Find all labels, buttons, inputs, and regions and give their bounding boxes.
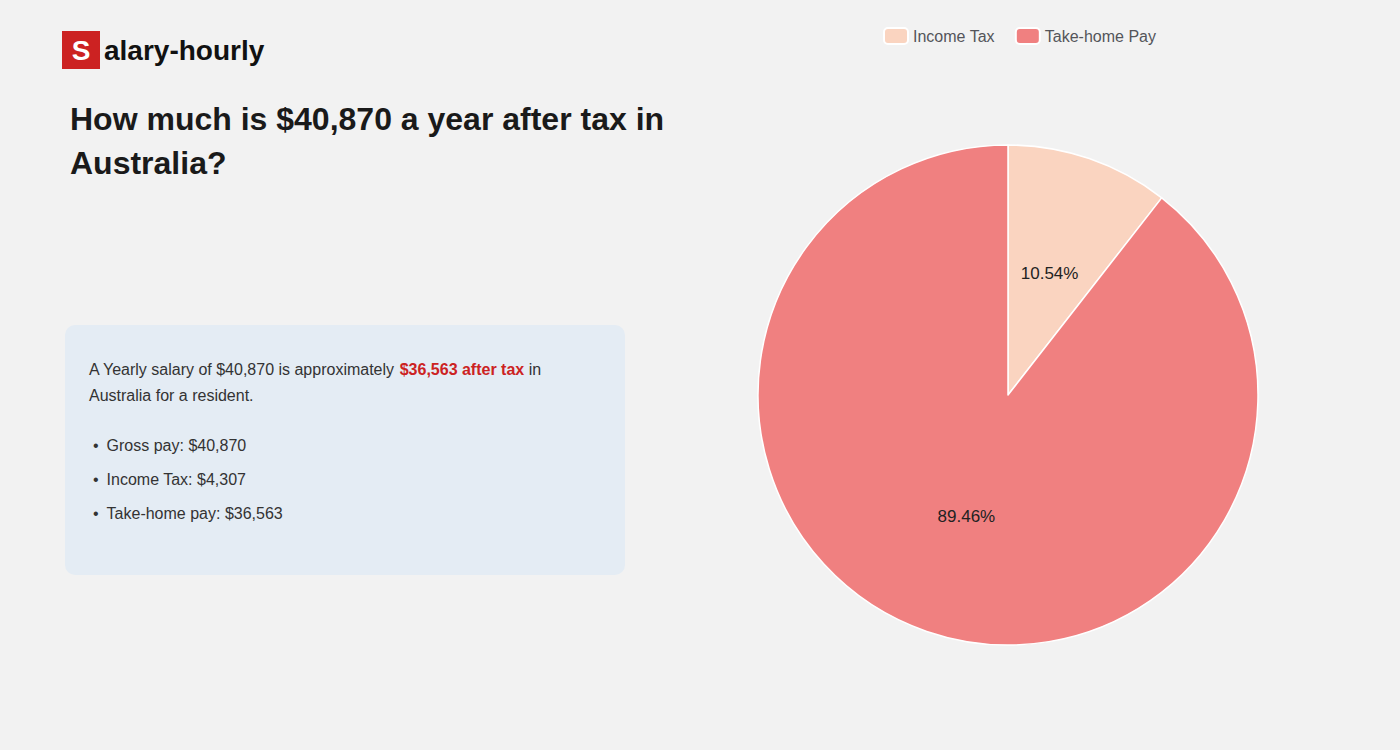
svg-text:•: • xyxy=(93,505,99,522)
svg-text:10.54%: 10.54% xyxy=(1021,264,1079,283)
svg-text:$36,563 after tax: $36,563 after tax xyxy=(400,361,525,378)
svg-text:Income Tax: $4,307: Income Tax: $4,307 xyxy=(107,471,246,488)
svg-text:•: • xyxy=(93,471,99,488)
svg-text:Take-home Pay: Take-home Pay xyxy=(1045,28,1156,45)
svg-text:Take-home pay: $36,563: Take-home pay: $36,563 xyxy=(107,505,283,522)
svg-text:Income Tax: Income Tax xyxy=(913,28,995,45)
svg-text:Gross pay: $40,870: Gross pay: $40,870 xyxy=(107,437,247,454)
svg-text:Australia for a resident.: Australia for a resident. xyxy=(89,387,254,404)
svg-text:89.46%: 89.46% xyxy=(938,507,996,526)
svg-text:S: S xyxy=(72,35,91,66)
svg-text:•: • xyxy=(93,437,99,454)
svg-text:alary-hourly: alary-hourly xyxy=(104,35,265,66)
svg-text:A Yearly salary of $40,870 is: A Yearly salary of $40,870 is approximat… xyxy=(89,361,399,378)
svg-text:How much is $40,870 a year aft: How much is $40,870 a year after tax in xyxy=(70,101,664,137)
svg-text:in: in xyxy=(524,361,541,378)
svg-text:Australia?: Australia? xyxy=(70,145,226,181)
